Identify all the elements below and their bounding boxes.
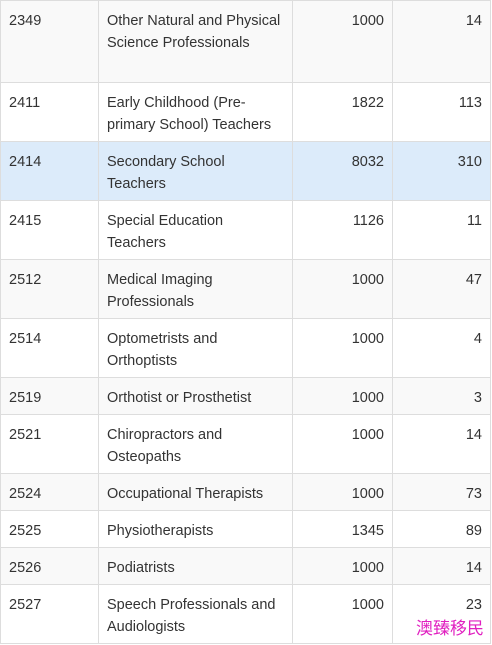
count-cell: 11 <box>392 200 491 260</box>
table-row: 2524 Occupational Therapists 1000 73 <box>0 473 491 511</box>
occupation-cell: Speech Professionals and Audiologists <box>98 584 293 644</box>
code-cell: 2521 <box>0 414 99 474</box>
quota-cell: 1345 <box>292 510 393 548</box>
quota-cell: 1000 <box>292 259 393 319</box>
code-cell: 2525 <box>0 510 99 548</box>
occupation-cell: Secondary School Teachers <box>98 141 293 201</box>
count-cell: 73 <box>392 473 491 511</box>
count-cell: 47 <box>392 259 491 319</box>
code-cell: 2524 <box>0 473 99 511</box>
quota-cell: 1000 <box>292 584 393 644</box>
table-row: 2526 Podiatrists 1000 14 <box>0 547 491 585</box>
quota-cell: 1000 <box>292 0 393 83</box>
code-cell: 2527 <box>0 584 99 644</box>
code-cell: 2411 <box>0 82 99 142</box>
table-row: 2519 Orthotist or Prosthetist 1000 3 <box>0 377 491 415</box>
occupation-cell: Special Education Teachers <box>98 200 293 260</box>
watermark: 澳臻移民 <box>416 614 484 639</box>
table-row: 2525 Physiotherapists 1345 89 <box>0 510 491 548</box>
quota-cell: 8032 <box>292 141 393 201</box>
occupation-cell: Podiatrists <box>98 547 293 585</box>
code-cell: 2349 <box>0 0 99 83</box>
table-row: 2349 Other Natural and Physical Science P… <box>0 0 491 83</box>
table-row: 2514 Optometrists and Orthoptists 1000 4 <box>0 318 491 378</box>
occupation-cell: Chiropractors and Osteopaths <box>98 414 293 474</box>
occupation-cell: Other Natural and Physical Science Profe… <box>98 0 293 83</box>
table-row: 2414 Secondary School Teachers 8032 310 <box>0 141 491 201</box>
quota-cell: 1000 <box>292 414 393 474</box>
code-cell: 2512 <box>0 259 99 319</box>
occupation-cell: Physiotherapists <box>98 510 293 548</box>
count-cell: 4 <box>392 318 491 378</box>
count-cell: 14 <box>392 414 491 474</box>
occupation-cell: Orthotist or Prosthetist <box>98 377 293 415</box>
count-cell: 310 <box>392 141 491 201</box>
code-cell: 2414 <box>0 141 99 201</box>
quota-cell: 1822 <box>292 82 393 142</box>
code-cell: 2526 <box>0 547 99 585</box>
occupation-cell: Optometrists and Orthoptists <box>98 318 293 378</box>
occupation-cell: Early Childhood (Pre-primary School) Tea… <box>98 82 293 142</box>
table-row: 2512 Medical Imaging Professionals 1000 47 <box>0 259 491 319</box>
count-cell: 3 <box>392 377 491 415</box>
code-cell: 2519 <box>0 377 99 415</box>
count-cell: 89 <box>392 510 491 548</box>
count-cell: 113 <box>392 82 491 142</box>
quota-cell: 1000 <box>292 377 393 415</box>
quota-cell: 1000 <box>292 547 393 585</box>
table-row: 2415 Special Education Teachers 1126 11 <box>0 200 491 260</box>
quota-cell: 1000 <box>292 318 393 378</box>
occupation-cell: Medical Imaging Professionals <box>98 259 293 319</box>
count-cell: 14 <box>392 547 491 585</box>
quota-cell: 1126 <box>292 200 393 260</box>
occupation-cell: Occupational Therapists <box>98 473 293 511</box>
code-cell: 2415 <box>0 200 99 260</box>
table-row: 2521 Chiropractors and Osteopaths 1000 14 <box>0 414 491 474</box>
code-cell: 2514 <box>0 318 99 378</box>
table-row: 2527 Speech Professionals and Audiologist… <box>0 584 491 644</box>
table-row: 2411 Early Childhood (Pre-primary School)… <box>0 82 491 142</box>
count-cell: 14 <box>392 0 491 83</box>
quota-cell: 1000 <box>292 473 393 511</box>
